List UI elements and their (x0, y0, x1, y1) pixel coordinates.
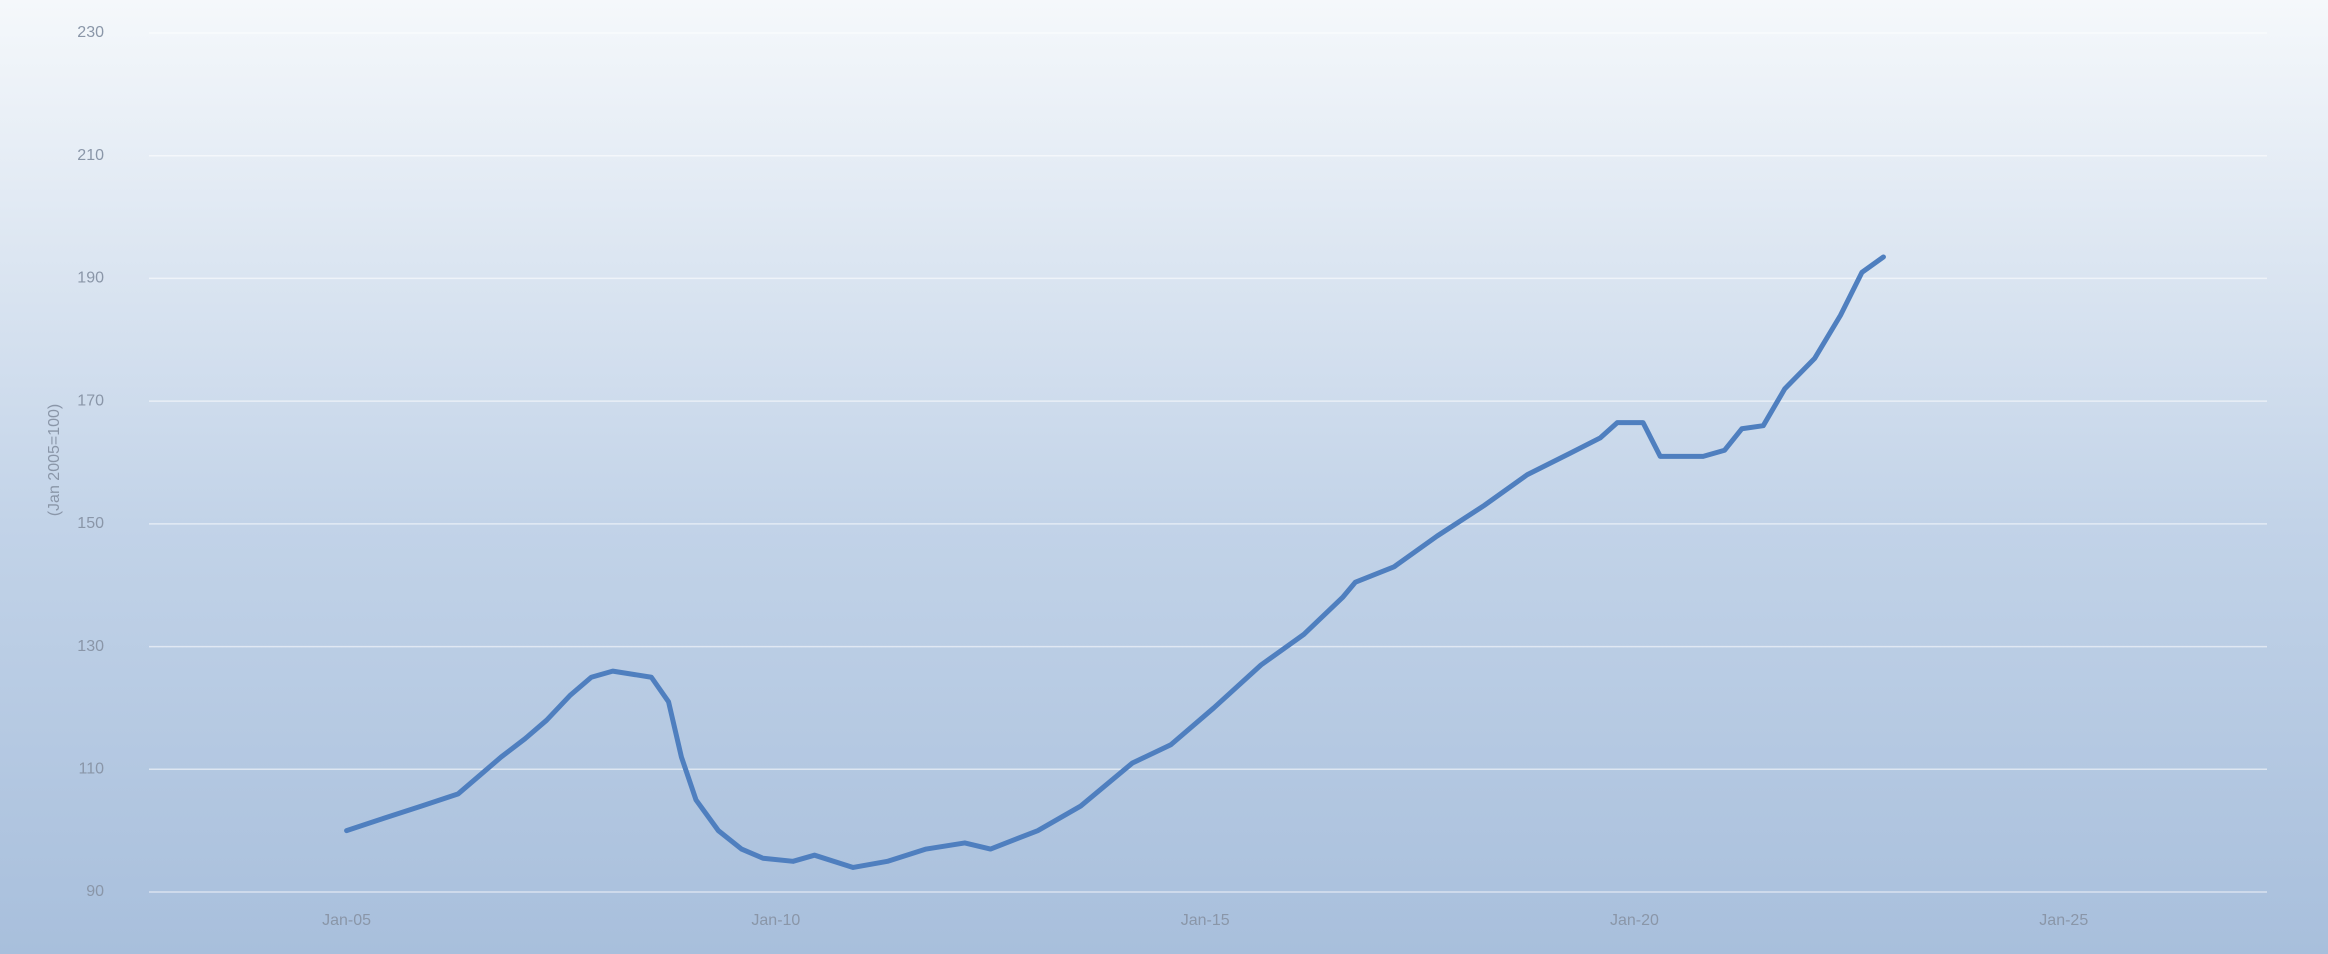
y-tick-label: 170 (77, 392, 104, 409)
y-tick-label: 210 (77, 147, 104, 164)
y-tick-label: 190 (77, 270, 104, 287)
y-tick-label: 230 (77, 24, 104, 41)
x-tick-label: Jan-15 (1181, 912, 1230, 929)
y-tick-label: 130 (77, 638, 104, 655)
x-tick-label: Jan-25 (2039, 912, 2088, 929)
y-tick-label: 90 (86, 883, 104, 900)
data-line (344, 254, 1886, 870)
x-tick-label: Jan-20 (1610, 912, 1659, 929)
y-tick-label: 150 (77, 515, 104, 532)
y-axis-title: (Jan 2005=100) (46, 404, 63, 517)
x-tick-label: Jan-10 (751, 912, 800, 929)
y-tick-label: 110 (78, 761, 104, 778)
x-tick-label: Jan-05 (322, 912, 371, 929)
